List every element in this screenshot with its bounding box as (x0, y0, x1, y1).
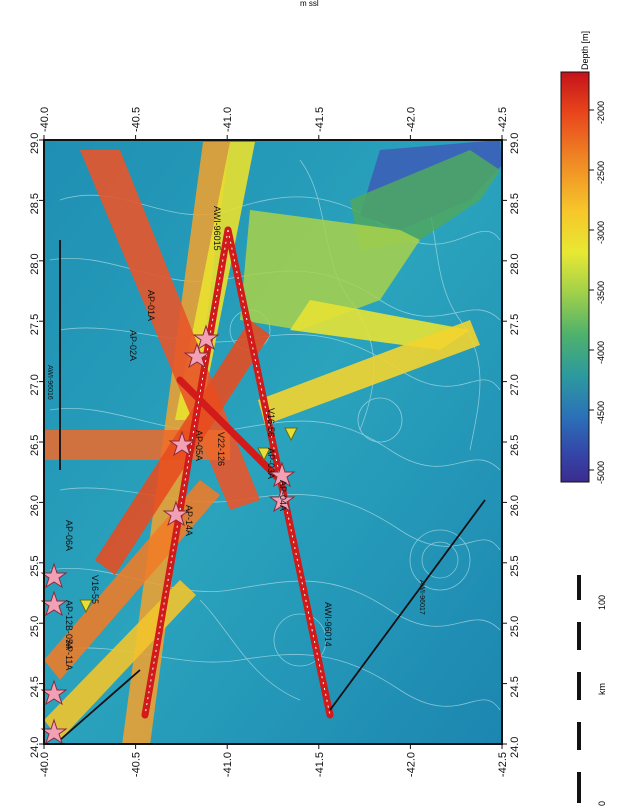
line-label: AP-11A (64, 640, 74, 670)
top-axis-tick-label: 28.0 (29, 253, 41, 274)
right-axis-tick-label: -40.5 (131, 752, 143, 777)
top-axis-tick-label: 28.5 (29, 193, 41, 214)
triangle-marker (257, 447, 271, 462)
colorbar-tick-label: -4500 (596, 401, 606, 424)
line-label: AP-06A (64, 520, 74, 551)
right-axis-tick-label: -42.0 (405, 752, 417, 777)
top-axis-tick-label: 25.0 (29, 616, 41, 637)
bottom-axis-tick-label: 25.5 (509, 555, 521, 576)
top-axis-tick-label: 26.5 (29, 435, 41, 456)
header-label: m ssl (300, 0, 319, 8)
left-axis-tick-label: -40.5 (131, 107, 143, 132)
line-label: AP-14A (184, 505, 194, 536)
scalebar-tick: 100 (597, 595, 607, 610)
right-axis-tick-label: -41.0 (222, 752, 234, 777)
star-marker (192, 324, 220, 351)
bottom-axis-tick-label: 24.5 (509, 676, 521, 697)
scalebar-tick: 0 (597, 801, 607, 806)
right-axis-tick-label: -42.5 (497, 752, 509, 777)
triangle-marker (79, 599, 93, 614)
colorbar-tick-label: -4000 (596, 341, 606, 364)
colorbar-tick-label: -5000 (596, 461, 606, 484)
line-label: V16-55 (90, 575, 100, 604)
line-label: AWI-96017 (418, 580, 425, 615)
line-label: V22-126 (216, 432, 226, 466)
bottom-axis-tick-label: 27.0 (509, 374, 521, 395)
top-axis-tick-label: 26.0 (29, 495, 41, 516)
line-label: AP-03A (266, 448, 276, 479)
bottom-axis-tick-label: 28.0 (509, 253, 521, 274)
line-label: AWI-96015 (212, 206, 222, 251)
line-label: AP-02A (128, 330, 138, 361)
scalebar-unit: km (597, 683, 607, 695)
star-marker (268, 461, 296, 488)
bottom-axis-tick-label: 24.0 (509, 737, 521, 758)
top-axis-tick-label: 24.0 (29, 737, 41, 758)
left-axis-tick-label: -41.0 (222, 107, 234, 132)
left-axis-tick-label: -40.0 (39, 107, 51, 132)
scalebar: 100 0 km (577, 575, 607, 806)
bottom-axis-tick-label: 28.5 (509, 193, 521, 214)
triangle-marker (284, 427, 298, 442)
line-label: AWI-96016 (46, 365, 53, 400)
bottom-axis-tick-label: 26.5 (509, 435, 521, 456)
colorbar-tick-label: -3000 (596, 221, 606, 244)
axes: -40.0 -40.5 -41.0 -41.5 -42.0 -42.5 -40.0 -40.5… (29, 107, 521, 777)
star-marker (268, 486, 296, 513)
left-axis-tick-label: -42.0 (405, 107, 417, 132)
swath-green (350, 150, 500, 250)
line-label: AWI-96014 (323, 602, 333, 647)
scalebar-bar (577, 575, 581, 803)
black-lines (59, 240, 486, 741)
top-axis-tick-label: 25.5 (29, 555, 41, 576)
top-axis-tick-label: 27.0 (29, 374, 41, 395)
line-label: AP-01A (146, 290, 156, 321)
line-label: AP-12B-05A (64, 600, 74, 650)
top-axis-tick-label: 29.0 (29, 133, 41, 154)
bottom-axis-tick-label: 29.0 (509, 133, 521, 154)
line-labels: AWI-96015 AP-01A AP-02A AP-05A AP-14A V2… (46, 206, 425, 670)
triangle-markers (79, 427, 298, 614)
colorbar-gradient (560, 71, 590, 483)
line-label: V16-56 (266, 408, 276, 437)
map-panel: AWI-96015 AP-01A AP-02A AP-05A AP-14A V2… (40, 139, 503, 745)
station-markers (40, 324, 296, 745)
line-label: AP-04A (278, 480, 288, 511)
colorbar-title: Depth [m] (580, 31, 590, 70)
bottom-axis-tick-label: 27.5 (509, 314, 521, 335)
colorbar-tick-label: -3500 (596, 281, 606, 304)
swath-yellowgreen (240, 210, 420, 330)
star-marker (168, 430, 196, 457)
top-axis-tick-label: 27.5 (29, 314, 41, 335)
colorbar-tick-label: -2500 (596, 161, 606, 184)
line-label: AP-05A (194, 430, 204, 461)
top-axis-tick-label: 24.5 (29, 676, 41, 697)
swath-d (258, 320, 480, 425)
left-axis-tick-label: -41.5 (314, 107, 326, 132)
left-axis-tick-label: -42.5 (497, 107, 509, 132)
colorbar-tick-label: -2000 (596, 101, 606, 124)
right-axis-tick-label: -41.5 (314, 752, 326, 777)
colorbar: Depth [m] -2000 -2500 -3000 -3500 -4000 -4500… (560, 31, 606, 484)
star-marker (162, 500, 190, 527)
bottom-axis-tick-label: 26.0 (509, 495, 521, 516)
right-axis-tick-label: -40.0 (39, 752, 51, 777)
star-marker (183, 342, 211, 369)
bottom-axis-tick-label: 25.0 (509, 616, 521, 637)
